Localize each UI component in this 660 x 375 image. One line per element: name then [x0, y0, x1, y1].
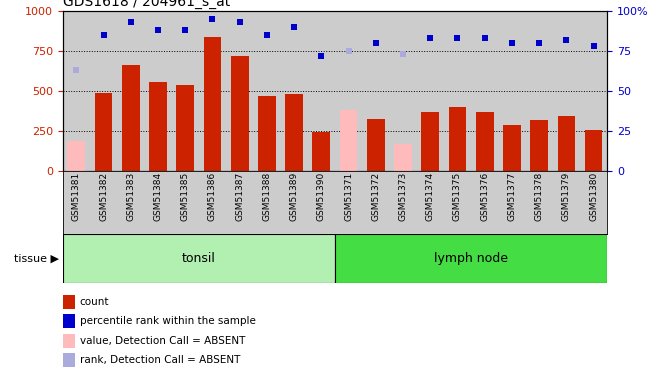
Bar [530, 120, 548, 171]
Text: GSM51373: GSM51373 [399, 172, 407, 221]
Text: rank, Detection Call = ABSENT: rank, Detection Call = ABSENT [80, 355, 240, 365]
Text: GSM51388: GSM51388 [263, 172, 271, 221]
Text: GSM51387: GSM51387 [235, 172, 244, 221]
Bar [367, 119, 385, 171]
Text: GSM51384: GSM51384 [154, 172, 162, 221]
Text: GSM51375: GSM51375 [453, 172, 462, 221]
Bar [503, 125, 521, 171]
Text: tissue ▶: tissue ▶ [15, 254, 59, 264]
Text: GSM51383: GSM51383 [126, 172, 135, 221]
Text: GSM51371: GSM51371 [344, 172, 353, 221]
Bar [203, 37, 221, 171]
Bar [63, 234, 335, 283]
Bar [122, 64, 140, 171]
Text: GSM51379: GSM51379 [562, 172, 571, 221]
Bar [312, 132, 330, 171]
Text: GSM51389: GSM51389 [290, 172, 298, 221]
Bar [335, 234, 607, 283]
Bar [285, 94, 303, 171]
Bar [421, 112, 439, 171]
Bar [176, 85, 194, 171]
Text: value, Detection Call = ABSENT: value, Detection Call = ABSENT [80, 336, 246, 346]
Text: GSM51390: GSM51390 [317, 172, 326, 221]
Bar [558, 116, 576, 171]
Text: GSM51382: GSM51382 [99, 172, 108, 221]
Bar [67, 141, 85, 171]
Text: GSM51381: GSM51381 [72, 172, 81, 221]
Text: tonsil: tonsil [182, 252, 216, 265]
Text: GSM51372: GSM51372 [372, 172, 380, 221]
Text: GSM51386: GSM51386 [208, 172, 217, 221]
Bar [476, 112, 494, 171]
Text: GSM51380: GSM51380 [589, 172, 598, 221]
Text: GSM51385: GSM51385 [181, 172, 189, 221]
Text: lymph node: lymph node [434, 252, 508, 265]
Text: percentile rank within the sample: percentile rank within the sample [80, 316, 255, 326]
Text: GSM51376: GSM51376 [480, 172, 489, 221]
Bar [340, 110, 358, 171]
Bar [394, 144, 412, 171]
Text: count: count [80, 297, 110, 307]
Text: GSM51378: GSM51378 [535, 172, 544, 221]
Text: GSM51377: GSM51377 [508, 172, 516, 221]
Text: GSM51374: GSM51374 [426, 172, 435, 221]
Bar [149, 82, 167, 171]
Text: GDS1618 / 204961_s_at: GDS1618 / 204961_s_at [63, 0, 230, 9]
Bar [231, 56, 249, 171]
Bar [449, 107, 467, 171]
Bar [585, 130, 603, 171]
Bar [258, 96, 276, 171]
Bar [94, 93, 112, 171]
